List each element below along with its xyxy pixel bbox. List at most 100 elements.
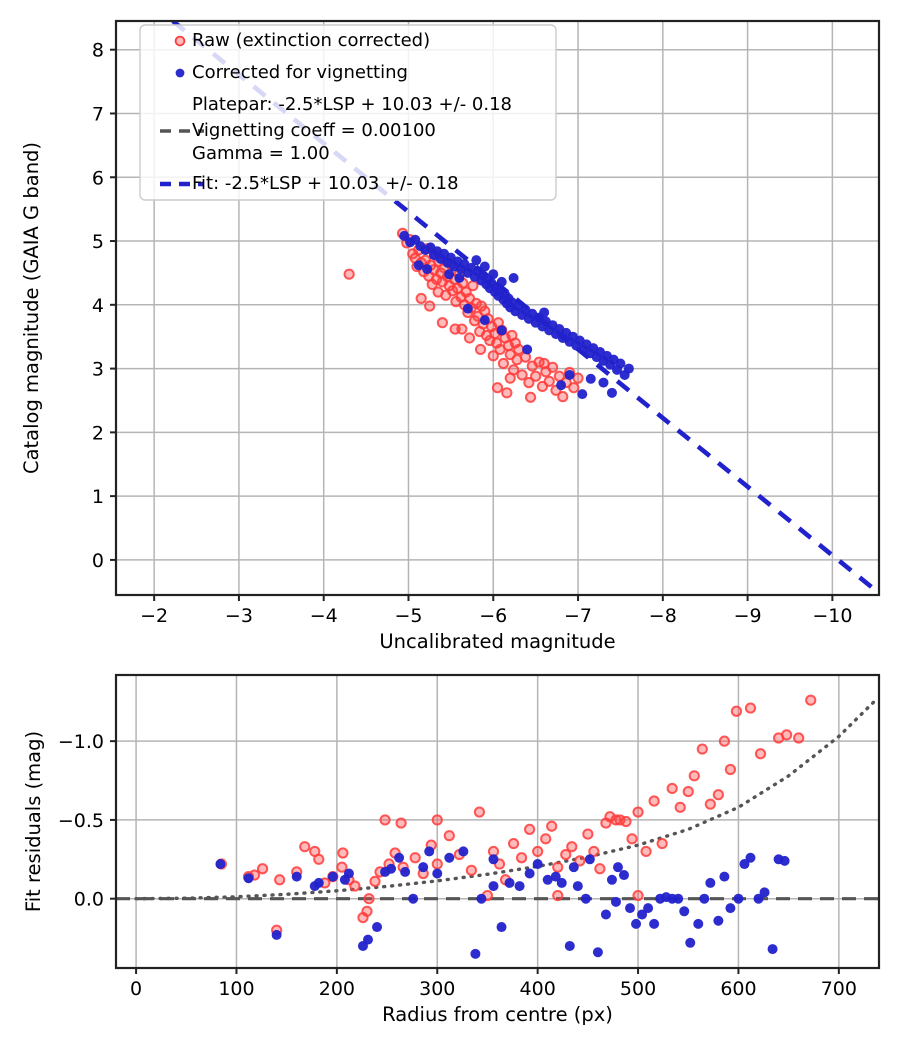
- data-point: [243, 873, 254, 884]
- y-tick-label: 6: [92, 167, 104, 189]
- data-point: [479, 315, 490, 326]
- data-point: [598, 377, 609, 388]
- legend-marker-dot: [174, 35, 186, 47]
- data-point: [508, 273, 519, 284]
- data-point: [431, 814, 443, 826]
- data-point: [491, 382, 504, 394]
- data-point: [516, 369, 528, 381]
- data-point: [400, 866, 411, 877]
- data-point: [631, 918, 642, 929]
- axes-frame: [114, 19, 881, 597]
- x-tick-label: −3: [225, 605, 253, 627]
- data-point: [496, 276, 507, 287]
- data-point: [532, 845, 544, 858]
- x-tick-label: −2: [140, 605, 168, 627]
- data-point: [793, 732, 805, 744]
- x-tick-label: −7: [564, 605, 592, 627]
- y-tick-label: 2: [92, 422, 104, 444]
- data-point: [474, 343, 487, 356]
- axis-ticks: −2 −3 −4 −5 −6 −7 −8 −9 −10 0 1 2 3 4 5 6 7 8: [92, 40, 853, 627]
- data-point: [693, 918, 704, 929]
- y-tick-label: 3: [92, 359, 104, 381]
- data-point: [805, 694, 817, 706]
- data-point: [594, 863, 606, 875]
- data-point: [674, 801, 686, 813]
- data-point: [552, 861, 564, 873]
- data-point: [432, 868, 443, 879]
- legend-label: Fit: -2.5*LSP + 10.03 +/- 0.18: [192, 173, 459, 194]
- data-point: [515, 852, 528, 864]
- legend-entry[interactable]: Vignetting coeff = 0.00100: [160, 120, 436, 141]
- data-point: [623, 363, 634, 374]
- data-point: [523, 377, 535, 389]
- data-point: [615, 358, 626, 369]
- data-point: [349, 880, 361, 892]
- data-point: [532, 859, 543, 870]
- y-axis-label: Catalog magnitude (GAIA G band): [20, 142, 43, 474]
- data-point: [618, 870, 629, 881]
- x-tick-label: −9: [734, 605, 762, 627]
- panel-fit-residuals: 0 100 200 300 400 500 600 700 0.0 −0.5 −1.0 Radius …: [22, 673, 881, 1026]
- data-point: [712, 789, 724, 801]
- y-tick-label: −1.0: [58, 731, 104, 753]
- data-point: [626, 833, 638, 845]
- legend-entry[interactable]: Fit: -2.5*LSP + 10.03 +/- 0.18: [160, 173, 459, 194]
- x-tick-label: 100: [218, 978, 254, 1000]
- data-point: [513, 343, 525, 356]
- data-point: [538, 357, 550, 370]
- data-point: [424, 846, 435, 857]
- data-point: [274, 874, 286, 886]
- x-tick-label: 700: [821, 978, 857, 1000]
- data-point: [470, 948, 481, 959]
- data-point: [682, 785, 694, 798]
- data-point: [543, 375, 555, 387]
- data-point: [467, 280, 479, 292]
- data-point: [733, 893, 744, 904]
- data-point: [496, 325, 507, 336]
- data-point: [497, 357, 510, 370]
- data-point: [313, 877, 324, 888]
- data-point: [557, 391, 569, 403]
- data-point: [524, 868, 535, 879]
- data-point: [600, 909, 611, 920]
- data-point: [612, 862, 623, 873]
- data-point: [473, 806, 486, 818]
- data-point: [781, 729, 793, 741]
- data-point: [424, 300, 436, 312]
- data-point: [363, 893, 375, 905]
- y-tick-label: −0.5: [58, 810, 104, 832]
- legend-entry[interactable]: Raw (extinction corrected): [174, 30, 431, 51]
- data-point: [546, 820, 558, 832]
- legend-entry[interactable]: Corrected for vignetting: [175, 62, 408, 83]
- data-point: [454, 273, 465, 284]
- data-point: [564, 369, 575, 380]
- data-point: [730, 705, 743, 717]
- x-tick-label: 200: [319, 978, 355, 1000]
- data-point: [754, 748, 767, 760]
- data-point: [560, 848, 572, 861]
- data-point: [572, 881, 583, 892]
- data-point: [514, 881, 525, 892]
- data-point: [637, 909, 648, 920]
- data-point: [685, 937, 696, 948]
- legend-label: Gamma = 1.00: [192, 143, 330, 164]
- legend-entry[interactable]: Gamma = 1.00: [192, 143, 330, 164]
- axes-frame: [114, 673, 881, 970]
- data-point: [539, 307, 550, 318]
- data-point: [705, 877, 716, 888]
- vignetting-curve: [134, 700, 876, 901]
- data-point: [408, 893, 419, 904]
- data-point: [476, 893, 487, 904]
- data-point: [606, 387, 617, 398]
- legend-entry[interactable]: Platepar: -2.5*LSP + 10.03 +/- 0.18: [192, 94, 512, 115]
- data-point: [458, 846, 469, 857]
- data-point: [299, 841, 311, 853]
- data-point: [724, 763, 737, 776]
- data-point: [313, 853, 325, 865]
- legend-marker-dot: [175, 68, 185, 78]
- data-point: [699, 893, 710, 904]
- data-point: [409, 852, 421, 864]
- data-point: [648, 795, 660, 807]
- legend-label: Vignetting coeff = 0.00100: [192, 120, 436, 141]
